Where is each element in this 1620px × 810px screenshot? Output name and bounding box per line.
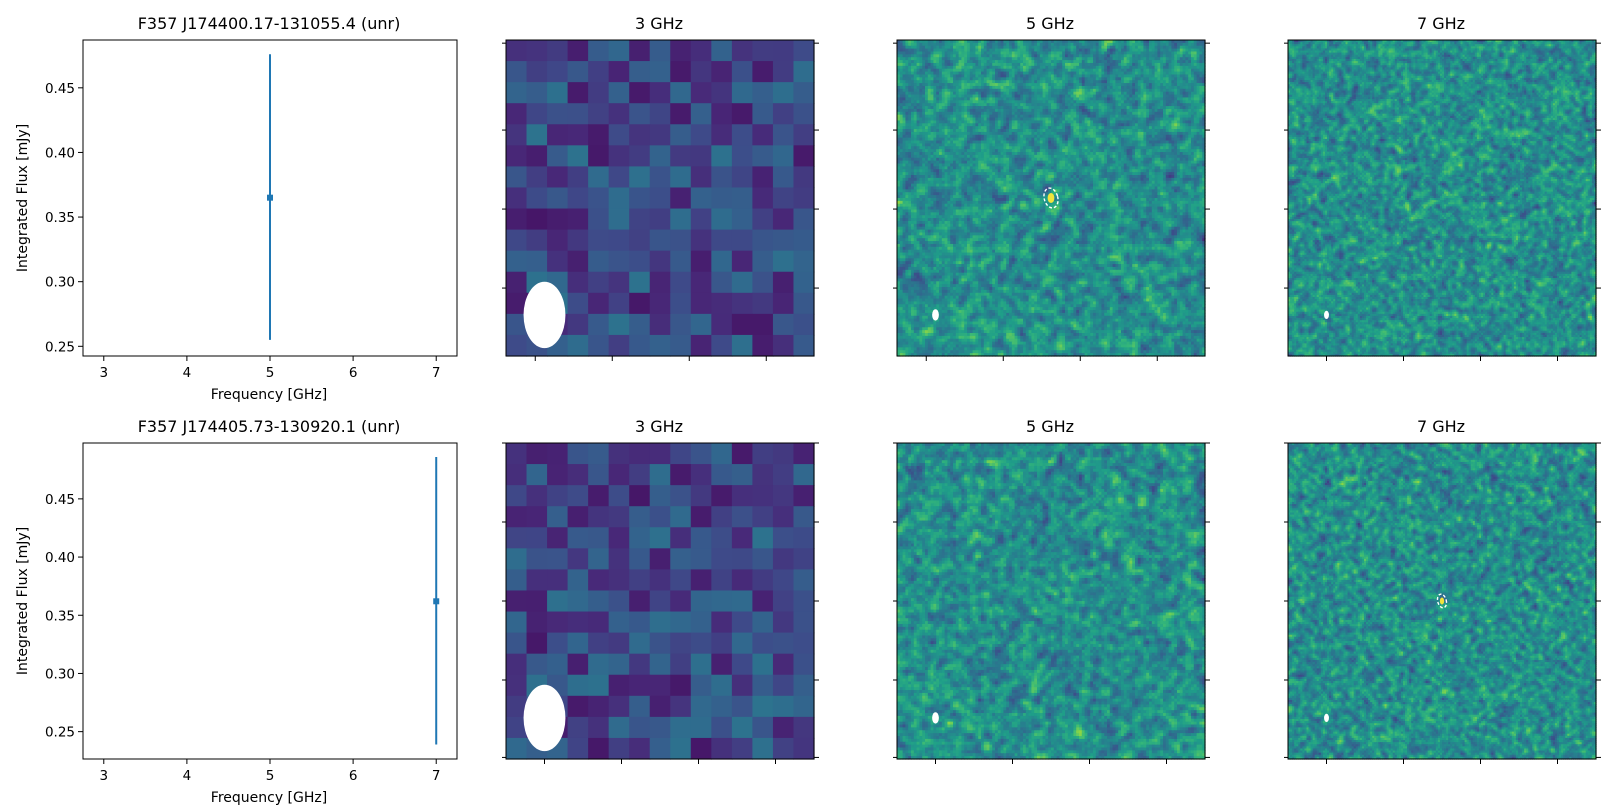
data-point	[267, 195, 273, 201]
beam-ellipse	[524, 282, 566, 348]
image-title: 3 GHz	[635, 14, 683, 33]
intensity-image	[897, 443, 1206, 760]
y-tick-label: 0.25	[45, 725, 75, 741]
y-tick-label: 0.30	[45, 275, 75, 291]
y-tick-label: 0.40	[45, 145, 75, 161]
y-tick-labels: 0.25 0.30 0.35 0.40 0.45	[45, 81, 75, 355]
image-panel-5ghz-bottom: 5 GHz	[893, 417, 1210, 764]
image-panel-7ghz-bottom: 7 GHz	[1284, 417, 1601, 764]
spectrum-panel-bottom: F357 J174405.73-130920.1 (unr) 0.25 0.30…	[15, 417, 457, 806]
x-tick-label: 4	[183, 768, 192, 784]
beam-ellipse	[1324, 311, 1329, 319]
x-tick-labels: 3 4 5 6 7	[99, 768, 440, 784]
y-axis-label: Integrated Flux [mJy]	[15, 124, 31, 272]
y-tick-label: 0.45	[45, 492, 75, 508]
y-tick-label: 0.40	[45, 550, 75, 566]
x-tick-labels: 3 4 5 6 7	[99, 365, 440, 381]
y-axis-label: Integrated Flux [mJy]	[15, 527, 31, 675]
y-tick-labels: 0.25 0.30 0.35 0.40 0.45	[45, 492, 75, 741]
x-tick-label: 5	[266, 768, 275, 784]
x-tick-label: 7	[432, 365, 441, 381]
spectrum-title: F357 J174400.17-131055.4 (unr)	[138, 14, 401, 33]
image-panel-5ghz-top: 5 GHz	[893, 14, 1210, 361]
image-title: 5 GHz	[1026, 417, 1074, 436]
beam-ellipse	[1324, 714, 1329, 722]
data-marks	[433, 457, 439, 744]
plot-frame	[83, 443, 457, 759]
intensity-image	[1288, 40, 1597, 357]
data-marks	[267, 54, 273, 340]
x-tick-label: 6	[349, 365, 358, 381]
x-tick-label: 4	[183, 365, 192, 381]
y-tick-label: 0.45	[45, 81, 75, 97]
beam-ellipse	[524, 685, 566, 751]
image-panel-3ghz-top: 3 GHz	[502, 14, 819, 361]
y-tick-label: 0.35	[45, 210, 75, 226]
image-panel-3ghz-bottom: 3 GHz	[502, 417, 819, 764]
x-axis-label: Frequency [GHz]	[211, 790, 327, 806]
spectrum-panel-top: F357 J174400.17-131055.4 (unr) 0.25 0.30…	[15, 14, 457, 403]
x-tick-label: 3	[99, 768, 108, 784]
beam-ellipse	[932, 309, 939, 320]
y-tick-label: 0.30	[45, 666, 75, 682]
source-peak	[1440, 598, 1444, 605]
y-tick-label: 0.35	[45, 608, 75, 624]
x-tick-label: 7	[432, 768, 441, 784]
beam-ellipse	[932, 712, 939, 723]
source-peak	[1048, 193, 1055, 203]
x-tick-label: 6	[349, 768, 358, 784]
x-axis-label: Frequency [GHz]	[211, 387, 327, 403]
image-panel-7ghz-top: 7 GHz	[1284, 14, 1601, 361]
image-title: 5 GHz	[1026, 14, 1074, 33]
spectrum-title: F357 J174405.73-130920.1 (unr)	[138, 417, 401, 436]
image-title: 3 GHz	[635, 417, 683, 436]
image-title: 7 GHz	[1417, 417, 1465, 436]
data-point	[433, 598, 439, 604]
image-title: 7 GHz	[1417, 14, 1465, 33]
x-tick-label: 3	[99, 365, 108, 381]
y-tick-label: 0.25	[45, 339, 75, 355]
x-tick-label: 5	[266, 365, 275, 381]
